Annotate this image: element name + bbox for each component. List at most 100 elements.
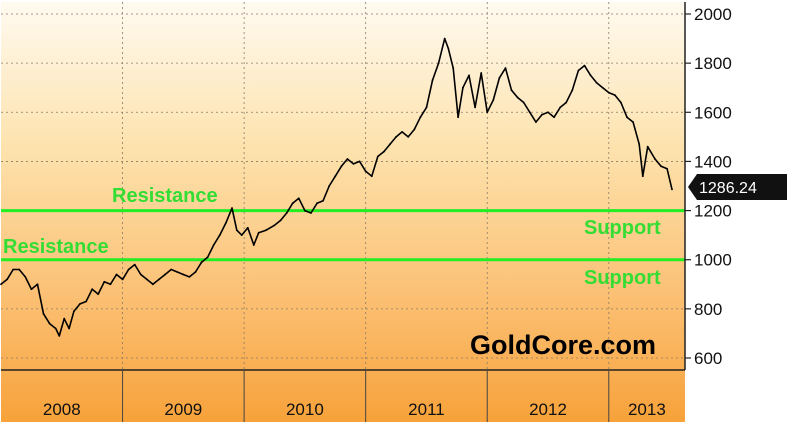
price-point [18, 268, 21, 271]
x-tick-label: 2009 [164, 400, 202, 419]
price-point [285, 212, 288, 214]
price-point [419, 116, 422, 119]
y-tick-label: 1600 [694, 103, 732, 122]
price-point [431, 79, 434, 82]
y-axis-ticks: 600 800 1000 1200 1400 1600 1800 2000 [685, 5, 732, 368]
price-point [547, 111, 549, 114]
price-point [257, 231, 260, 234]
price-point [352, 163, 355, 165]
price-point [595, 81, 598, 84]
x-tick-label: 2011 [408, 400, 445, 419]
price-point [583, 64, 586, 67]
price-point [218, 234, 221, 237]
price-point [152, 283, 154, 286]
price-point [109, 283, 112, 286]
price-point [340, 165, 343, 168]
price-point [246, 226, 249, 229]
price-point [607, 91, 610, 94]
price-point [480, 72, 483, 74]
price-point [139, 273, 142, 276]
price-point [504, 67, 507, 69]
price-point [252, 244, 255, 246]
y-tick-label: 800 [694, 300, 722, 319]
price-point [48, 322, 51, 325]
price-point [12, 268, 15, 271]
price-point [364, 170, 367, 173]
price-series [0, 37, 673, 337]
price-point [565, 101, 568, 104]
price-point [498, 77, 501, 79]
price-point [206, 256, 209, 259]
price-point [310, 212, 312, 214]
price-point [571, 89, 574, 92]
resistance-label-lower: Resistance [3, 236, 109, 258]
price-point [447, 47, 450, 50]
price-point [671, 188, 673, 191]
price-point [188, 276, 191, 278]
price-point [235, 229, 238, 232]
price-point [614, 94, 616, 96]
price-point [91, 288, 94, 291]
price-point [468, 74, 470, 77]
price-point [231, 207, 233, 210]
price-point [559, 106, 562, 109]
price-point [389, 143, 391, 146]
price-point [265, 229, 267, 232]
price-point [413, 128, 416, 131]
price-point [322, 199, 324, 202]
price-point [85, 300, 87, 303]
price-point [176, 271, 179, 273]
price-point [121, 278, 124, 281]
x-axis-ticks: 2008 2009 2010 2011 2012 2013 [43, 370, 666, 422]
x-tick-label: 2013 [628, 400, 666, 419]
price-point [654, 158, 656, 160]
price-point [516, 96, 519, 99]
gold-price-line [0, 37, 673, 337]
price-point [437, 62, 440, 64]
price-point [425, 106, 428, 109]
x-tick-label: 2010 [286, 400, 324, 419]
price-point [103, 280, 106, 283]
price-point [641, 175, 644, 178]
support-resistance-lines [1, 209, 685, 262]
price-point [182, 273, 185, 276]
price-point [522, 101, 525, 104]
price-point [452, 67, 455, 69]
price-point [133, 263, 136, 266]
price-point [240, 234, 243, 237]
price-point [146, 278, 148, 281]
price-point [68, 327, 70, 330]
price-point [212, 244, 215, 246]
goldcore-watermark: GoldCore.com [470, 330, 656, 360]
price-point [334, 175, 337, 178]
price-point [666, 167, 668, 170]
price-point [401, 131, 403, 133]
y-tick-label: 1000 [694, 251, 732, 270]
price-point [73, 310, 75, 313]
price-point [486, 111, 489, 114]
price-point [304, 209, 306, 212]
y-tick-label: 1200 [694, 202, 732, 221]
price-point [492, 99, 495, 101]
price-point [194, 271, 197, 273]
price-point [316, 202, 318, 205]
price-point [541, 113, 543, 116]
price-point [457, 116, 459, 119]
price-point [620, 101, 622, 104]
price-point [164, 273, 167, 276]
price-point [36, 283, 39, 286]
price-point [97, 293, 100, 295]
price-point [42, 312, 45, 315]
price-point [553, 116, 555, 119]
price-point [638, 143, 641, 146]
price-point [30, 288, 33, 291]
price-point [383, 150, 385, 153]
price-point [376, 155, 379, 158]
price-point [6, 278, 8, 281]
price-point [127, 268, 130, 271]
price-point [660, 165, 662, 168]
price-point [535, 121, 537, 123]
price-point [200, 261, 203, 264]
